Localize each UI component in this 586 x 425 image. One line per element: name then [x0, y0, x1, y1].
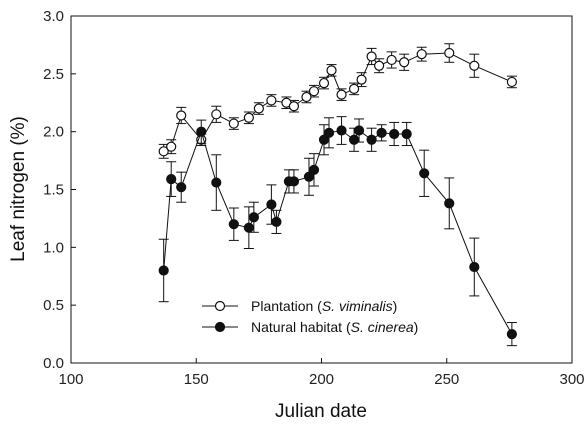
y-tick-label: 0.0 [43, 355, 64, 372]
data-point [266, 95, 277, 106]
data-point [353, 125, 365, 136]
data-point [386, 54, 397, 66]
data-point [228, 219, 239, 230]
data-point [158, 146, 169, 157]
data-point [308, 86, 320, 97]
y-tick-label: 1.0 [43, 239, 64, 256]
data-point [444, 198, 455, 209]
data-point [366, 134, 377, 145]
y-tick-label: 1.5 [43, 182, 64, 199]
data-point [166, 173, 177, 185]
data-point [506, 328, 517, 340]
data-point [318, 77, 330, 89]
x-tick-label: 250 [434, 371, 459, 388]
y-tick-label: 3.0 [43, 8, 64, 25]
y-tick-label: 2.0 [43, 124, 64, 141]
data-point [326, 65, 337, 76]
series-layer [158, 43, 517, 347]
axes-ticks: 100 150 200 250 300 0.0 0.5 1.0 1.5 2.0 2.5 3.0 [43, 8, 584, 388]
data-point [301, 91, 312, 103]
data-point [348, 83, 360, 94]
x-tick-label: 200 [309, 371, 334, 388]
y-tick-label: 0.5 [43, 297, 64, 314]
data-point [356, 74, 367, 85]
y-axis-title: Leaf nitrogen (%) [8, 116, 29, 262]
legend-label-plantation: Plantation (S. viminalis) [251, 298, 397, 314]
data-point [243, 112, 254, 123]
data-point [308, 164, 320, 175]
data-point [166, 141, 177, 152]
series-plantation [158, 43, 517, 159]
y-tick-label: 2.5 [43, 66, 64, 83]
legend: Plantation (S. viminalis) Natural habita… [202, 298, 418, 335]
data-point [176, 182, 187, 193]
data-point [266, 199, 277, 210]
data-point [158, 265, 169, 276]
legend-marker-natural [214, 321, 226, 333]
legend-marker-plantation [214, 300, 226, 312]
x-axis-title: Julian date [275, 401, 367, 422]
data-point [366, 51, 377, 62]
data-point [271, 216, 282, 227]
data-point [176, 110, 187, 121]
data-point [419, 168, 430, 179]
data-point [228, 118, 239, 129]
legend-label-plantation-species: S. viminalis [322, 298, 393, 314]
data-point [211, 109, 222, 120]
data-point [318, 134, 330, 145]
legend-label-natural-species: S. cinerea [351, 319, 414, 335]
data-point [374, 60, 385, 71]
legend-label-plantation-name: Plantation [251, 298, 313, 314]
data-point [506, 76, 517, 88]
data-point [323, 127, 335, 138]
x-tick-label: 150 [184, 371, 209, 388]
data-point [389, 128, 400, 140]
data-point [243, 222, 254, 233]
data-point [211, 177, 222, 188]
data-point [416, 49, 427, 60]
data-point [248, 212, 259, 223]
data-point [336, 125, 347, 136]
series-line [163, 52, 513, 152]
data-point [444, 47, 455, 59]
data-point [469, 60, 480, 71]
data-point [336, 89, 347, 100]
data-point [303, 171, 315, 182]
data-point [288, 176, 300, 187]
x-tick-label: 300 [559, 371, 584, 388]
series-natural-habitat [158, 116, 517, 347]
data-point [348, 134, 360, 145]
data-point [401, 128, 412, 140]
data-point [376, 127, 387, 138]
legend-label-natural: Natural habitat (S. cinerea) [251, 319, 418, 335]
data-point [253, 103, 264, 114]
legend-label-natural-name: Natural habitat [251, 319, 342, 335]
data-point [469, 261, 480, 273]
data-point [196, 126, 207, 137]
data-point [399, 57, 410, 68]
data-point [288, 101, 300, 112]
x-tick-label: 100 [58, 371, 83, 388]
